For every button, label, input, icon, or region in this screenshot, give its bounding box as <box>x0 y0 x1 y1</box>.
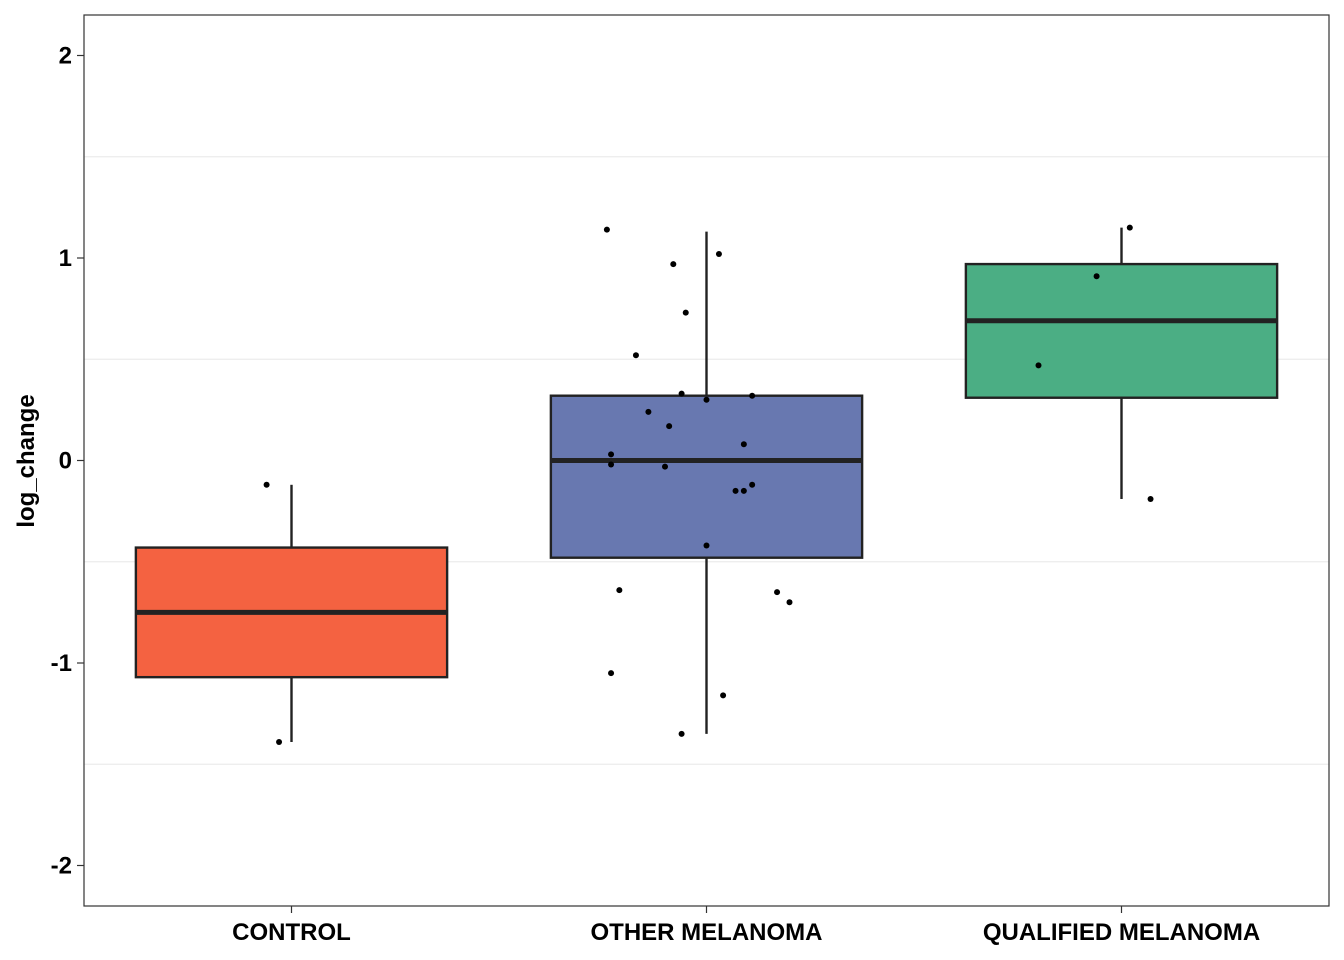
x-tick-label: QUALIFIED MELANOMA <box>983 919 1260 946</box>
data-point <box>703 396 710 403</box>
data-point <box>740 441 747 448</box>
box-body <box>964 262 1279 399</box>
y-axis-title: log_change <box>13 394 40 527</box>
box-qualified-melanoma <box>964 227 1279 499</box>
data-point <box>1147 495 1154 502</box>
data-point <box>786 599 793 606</box>
boxes-layer <box>134 227 1279 742</box>
data-point <box>645 408 652 415</box>
data-point <box>740 487 747 494</box>
data-point <box>276 738 283 745</box>
data-point <box>774 589 781 596</box>
data-point <box>1126 224 1133 231</box>
data-point <box>678 730 685 737</box>
data-point <box>608 461 615 468</box>
data-point <box>715 250 722 257</box>
box-body <box>549 394 864 559</box>
data-point <box>732 487 739 494</box>
data-point <box>608 670 615 677</box>
data-point <box>703 542 710 549</box>
y-tick-label: 1 <box>59 245 72 272</box>
y-axis: -2 -1 0 1 2 <box>51 43 84 880</box>
data-point <box>678 390 685 397</box>
x-axis: CONTROL OTHER MELANOMA QUALIFIED MELANOMA <box>232 906 1260 946</box>
box-other-melanoma <box>549 231 864 734</box>
data-point <box>616 587 623 594</box>
x-tick-label: OTHER MELANOMA <box>591 919 823 946</box>
data-point <box>662 463 668 470</box>
data-point <box>263 481 270 488</box>
data-point <box>603 226 610 233</box>
y-tick-label: -1 <box>51 650 72 677</box>
data-point <box>1093 273 1100 280</box>
data-point <box>1035 362 1042 369</box>
data-point <box>720 692 727 699</box>
data-point <box>749 481 756 488</box>
data-point <box>608 451 615 458</box>
data-point <box>682 309 689 316</box>
data-point <box>749 392 756 399</box>
box-control <box>134 484 449 742</box>
data-point <box>670 261 677 268</box>
x-tick-label: CONTROL <box>232 919 351 946</box>
y-tick-label: 0 <box>59 448 72 475</box>
points-layer <box>263 224 1154 745</box>
data-point <box>666 423 673 430</box>
y-tick-label: -2 <box>51 853 72 880</box>
data-point <box>632 352 639 359</box>
y-tick-label: 2 <box>59 43 72 70</box>
